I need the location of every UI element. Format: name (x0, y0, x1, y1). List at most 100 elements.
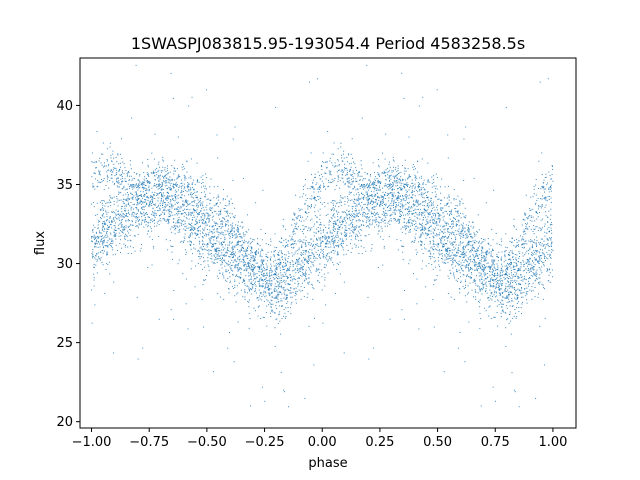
data-point (114, 182, 116, 184)
data-point (105, 245, 107, 247)
data-point (549, 253, 551, 255)
data-point (196, 179, 198, 181)
data-point (316, 182, 318, 184)
data-point (169, 176, 171, 178)
data-point (371, 200, 373, 202)
data-point (114, 234, 116, 236)
data-point (116, 250, 118, 252)
data-point (183, 204, 185, 206)
data-point (416, 199, 418, 201)
data-point (369, 219, 371, 221)
data-point (394, 175, 396, 177)
data-point (202, 185, 204, 187)
data-point (400, 206, 402, 208)
data-point (450, 296, 452, 298)
data-point (101, 235, 103, 237)
data-point (303, 286, 305, 288)
data-point (500, 244, 502, 246)
data-point (381, 203, 383, 205)
data-point (107, 211, 109, 213)
data-point (533, 224, 535, 226)
data-point (506, 289, 508, 291)
data-point (402, 198, 404, 200)
data-point (199, 222, 201, 224)
data-point (112, 240, 114, 242)
data-point (523, 239, 525, 241)
data-point (398, 198, 400, 200)
data-point (166, 184, 168, 186)
data-point (103, 246, 105, 248)
data-point (118, 193, 120, 195)
data-point (162, 170, 164, 172)
data-point (438, 260, 440, 262)
data-point (114, 175, 116, 177)
data-point (291, 242, 293, 244)
data-point (326, 167, 328, 169)
data-point (124, 205, 126, 207)
data-point (379, 185, 381, 187)
data-point (341, 227, 343, 229)
data-point (253, 259, 255, 261)
data-point (494, 267, 496, 269)
data-point (247, 263, 249, 265)
data-point (372, 184, 374, 186)
data-point (506, 297, 508, 299)
data-point (459, 237, 461, 239)
data-point (187, 187, 189, 189)
data-point (512, 257, 514, 259)
data-point (465, 264, 467, 266)
data-point (198, 243, 200, 245)
data-point (276, 280, 278, 282)
data-point (242, 258, 244, 260)
data-point (207, 242, 209, 244)
data-point (181, 224, 183, 226)
data-point (299, 209, 301, 211)
data-point (360, 160, 362, 162)
data-point (146, 182, 148, 184)
data-point (216, 275, 218, 277)
data-point (475, 291, 477, 293)
data-point (182, 204, 184, 206)
data-point (525, 282, 527, 284)
data-point (398, 195, 400, 197)
data-point (380, 236, 381, 238)
data-point (149, 183, 151, 185)
data-point (245, 264, 247, 266)
data-point (548, 268, 550, 270)
data-point (237, 264, 239, 266)
data-point (428, 212, 430, 214)
data-point (473, 279, 475, 281)
data-point (143, 193, 145, 195)
data-point (260, 260, 262, 262)
data-point (238, 276, 240, 278)
data-point (151, 230, 153, 232)
data-point (481, 276, 483, 278)
data-point (351, 181, 353, 183)
data-point (497, 282, 499, 284)
data-point (274, 285, 276, 287)
data-point (221, 257, 223, 259)
data-point (470, 276, 472, 278)
data-point (120, 235, 122, 237)
data-point (525, 292, 527, 294)
data-point (410, 207, 412, 209)
data-point (104, 205, 106, 207)
data-point (285, 316, 287, 318)
data-point (237, 242, 239, 244)
data-point (127, 213, 129, 215)
data-point (134, 185, 136, 187)
data-point (354, 210, 356, 212)
data-point (180, 241, 182, 243)
data-point (278, 293, 280, 295)
data-point (223, 259, 225, 261)
data-point (474, 280, 476, 282)
data-point (406, 198, 408, 200)
data-point (331, 178, 333, 180)
data-point (275, 319, 277, 321)
data-point (333, 142, 335, 144)
data-point (324, 285, 326, 287)
data-point (445, 222, 447, 224)
data-point (347, 181, 349, 183)
data-point (218, 215, 220, 217)
data-point (483, 273, 485, 275)
